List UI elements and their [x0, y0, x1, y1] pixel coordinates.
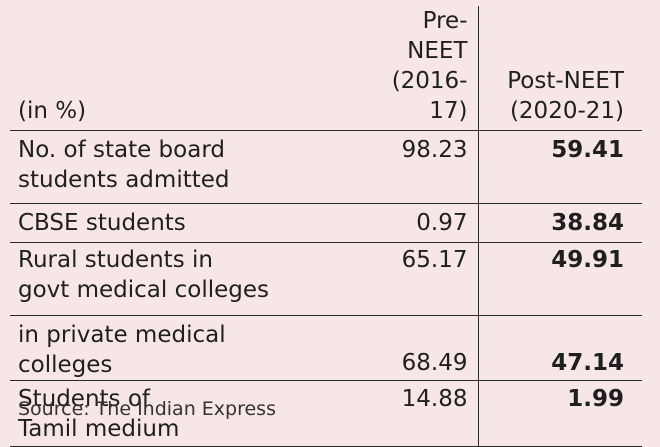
post-neet-value: 1.99: [477, 380, 642, 447]
pre-neet-value: 14.88: [363, 380, 478, 447]
post-neet-value: 49.91: [477, 242, 642, 316]
pre-neet-value: 65.17: [363, 242, 478, 316]
row-label: No. of state board students admitted: [10, 130, 363, 204]
row-label: in private medical colleges: [10, 315, 363, 381]
pre-neet-value: 0.97: [363, 203, 478, 243]
pre-neet-value: 98.23: [363, 130, 478, 204]
row-label: CBSE students: [10, 203, 363, 243]
post-neet-value: 47.14: [477, 315, 642, 381]
column-header-title: Post-NEET: [507, 68, 624, 94]
post-neet-value: 38.84: [477, 203, 642, 243]
column-header-title: Pre-NEET: [407, 8, 468, 64]
unit-label: (in %): [18, 98, 87, 124]
pre-neet-value: 68.49: [363, 315, 478, 381]
source-credit: Source: The Indian Express: [18, 398, 276, 420]
table-row: CBSE students 0.97 38.84: [10, 203, 642, 243]
table-header-row: (in %) Pre-NEET (2016-17) Post-NEET (202…: [10, 6, 642, 131]
column-header-period: (2016-17): [391, 68, 468, 124]
row-label: Students of Tamil medium: [10, 380, 363, 447]
neet-comparison-table: (in %) Pre-NEET (2016-17) Post-NEET (202…: [10, 6, 642, 447]
table-row: No. of state board students admitted 98.…: [10, 130, 642, 204]
table-row: in private medical colleges 68.49 47.14: [10, 315, 642, 381]
column-header-pre-neet: Pre-NEET (2016-17): [363, 6, 478, 131]
table-row: Students of Tamil medium 14.88 1.99: [10, 380, 642, 447]
post-neet-value: 59.41: [477, 130, 642, 204]
column-header-period: (2020-21): [509, 98, 624, 124]
row-label: Rural students in govt medical colleges: [10, 242, 363, 316]
column-header-post-neet: Post-NEET (2020-21): [477, 6, 642, 131]
table-row: Rural students in govt medical colleges …: [10, 242, 642, 316]
